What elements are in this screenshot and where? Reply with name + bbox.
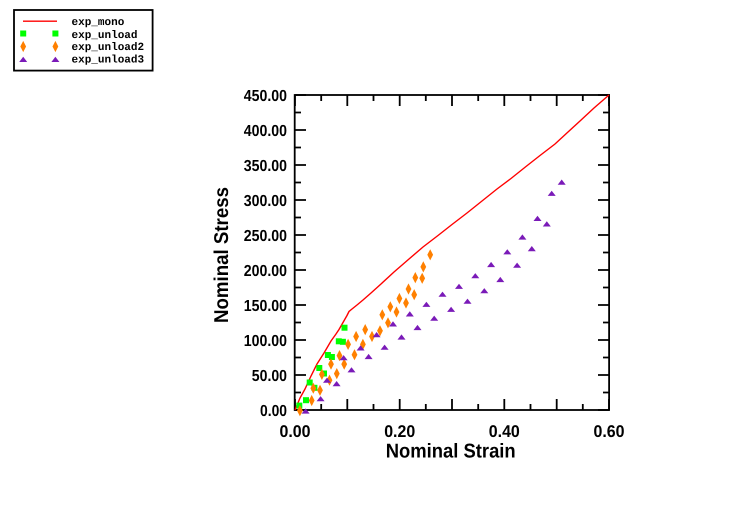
svg-text:0.60: 0.60 (594, 422, 625, 441)
svg-text:exp_unload3: exp_unload3 (72, 54, 145, 66)
svg-text:0.00: 0.00 (260, 403, 287, 420)
svg-text:0.40: 0.40 (489, 422, 520, 441)
svg-text:250.00: 250.00 (244, 228, 287, 245)
svg-text:Nominal Stress: Nominal Stress (211, 187, 233, 323)
svg-text:0.00: 0.00 (280, 422, 311, 441)
svg-text:exp_mono: exp_mono (72, 17, 125, 29)
svg-text:150.00: 150.00 (244, 298, 287, 315)
svg-text:100.00: 100.00 (244, 333, 287, 350)
svg-text:exp_unload2: exp_unload2 (72, 42, 145, 54)
svg-text:450.00: 450.00 (244, 88, 287, 105)
svg-text:300.00: 300.00 (244, 193, 287, 210)
svg-text:400.00: 400.00 (244, 123, 287, 140)
svg-text:0.20: 0.20 (384, 422, 415, 441)
svg-text:350.00: 350.00 (244, 158, 287, 175)
svg-text:Nominal Strain: Nominal Strain (386, 441, 516, 463)
svg-text:exp_unload: exp_unload (72, 30, 138, 42)
svg-text:50.00: 50.00 (252, 368, 287, 385)
svg-text:200.00: 200.00 (244, 263, 287, 280)
